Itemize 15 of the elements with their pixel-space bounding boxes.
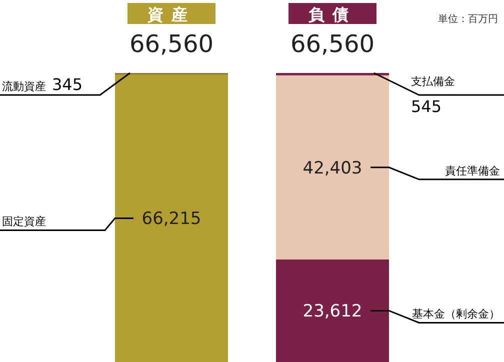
x-tick-label: 資産 <box>146 5 196 24</box>
total-label: 66,560 <box>290 30 374 58</box>
x-tick-label: 負債 <box>308 5 356 24</box>
text: 責任準備金 <box>445 164 500 178</box>
data-label: 23,612 <box>302 302 362 322</box>
text: 単位：百万円 <box>438 13 498 25</box>
text: 固定資産 <box>2 215 46 228</box>
data-label: 42,403 <box>302 158 362 178</box>
series-label: 支払備金 <box>411 75 455 88</box>
data-label: 545 <box>411 97 442 116</box>
data-label: 66,215 <box>142 209 202 230</box>
data-label: 345 <box>52 75 83 94</box>
text: 流動資産 <box>2 80 46 93</box>
total-label: 66,560 <box>130 30 214 58</box>
text: 基本金（剰余金） <box>412 308 500 321</box>
